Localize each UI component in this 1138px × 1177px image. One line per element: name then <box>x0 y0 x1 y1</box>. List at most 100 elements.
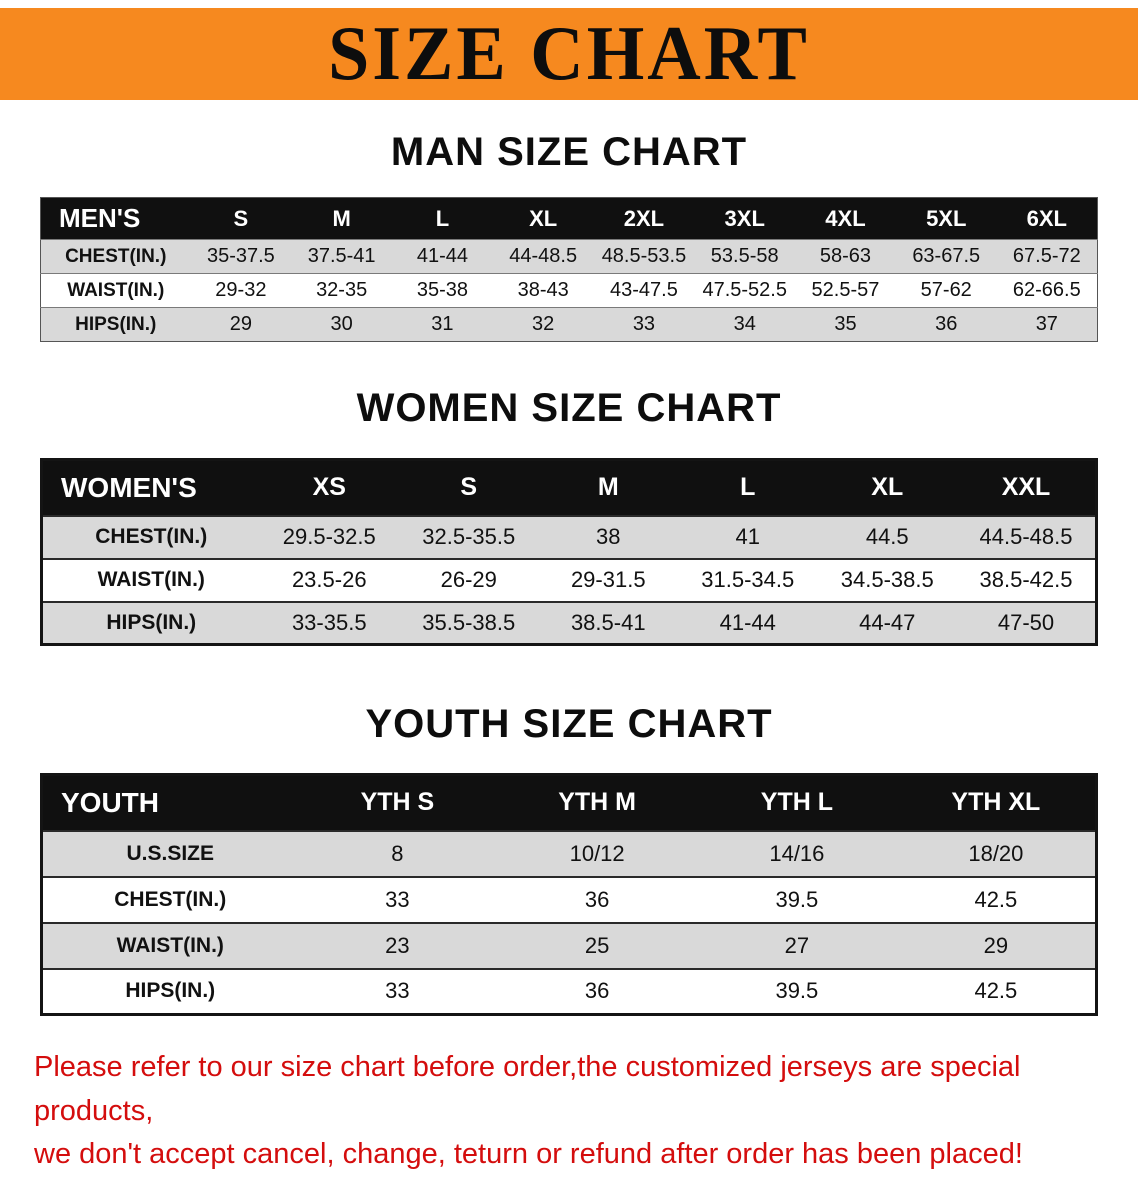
value-cell: 33-35.5 <box>259 600 399 645</box>
value-cell: 32-35 <box>291 273 393 308</box>
youth-chart-heading: YOUTH SIZE CHART <box>365 702 773 746</box>
value-cell: 32 <box>492 307 594 342</box>
size-column-header: YTH L <box>697 774 897 831</box>
table-title-cell: WOMEN'S <box>41 459 260 516</box>
table-row: WAIST(IN.) 23 25 27 29 <box>41 921 1097 969</box>
size-column-header: XS <box>259 459 399 516</box>
value-cell: 30 <box>291 307 393 342</box>
value-cell: 63-67.5 <box>895 239 997 274</box>
size-column-header: YTH XL <box>896 774 1097 831</box>
size-column-header: 6XL <box>996 197 1098 240</box>
value-cell: 14/16 <box>697 829 897 877</box>
value-cell: 33 <box>297 875 498 923</box>
value-cell: 38.5-42.5 <box>957 557 1097 602</box>
value-cell: 35.5-38.5 <box>399 600 539 645</box>
size-column-header: L <box>678 459 818 516</box>
size-column-header: XXL <box>957 459 1097 516</box>
value-cell: 42.5 <box>896 875 1097 923</box>
value-cell: 29-32 <box>190 273 292 308</box>
row-label-cell: CHEST(IN.) <box>41 875 298 923</box>
size-column-header: XL <box>492 197 594 240</box>
value-cell: 31.5-34.5 <box>678 557 818 602</box>
table-row: CHEST(IN.) 29.5-32.5 32.5-35.5 38 41 44.5 44.5… <box>41 514 1097 559</box>
table-title-cell: MEN'S <box>40 197 191 240</box>
size-column-header: S <box>399 459 539 516</box>
value-cell: 47-50 <box>957 600 1097 645</box>
value-cell: 26-29 <box>399 557 539 602</box>
row-label-cell: HIPS(IN.) <box>41 600 260 645</box>
row-label-cell: WAIST(IN.) <box>40 273 191 308</box>
disclaimer-line-2: we don't accept cancel, change, teturn o… <box>34 1138 1023 1170</box>
table-header-row: YOUTH YTH S YTH M YTH L YTH XL <box>41 774 1097 831</box>
value-cell: 18/20 <box>896 829 1097 877</box>
value-cell: 44.5-48.5 <box>957 514 1097 559</box>
size-column-header: YTH S <box>297 774 498 831</box>
value-cell: 36 <box>497 875 697 923</box>
size-column-header: 4XL <box>795 197 896 240</box>
value-cell: 44.5 <box>817 514 957 559</box>
value-cell: 38.5-41 <box>538 600 678 645</box>
value-cell: 35-38 <box>392 273 493 308</box>
value-cell: 67.5-72 <box>996 239 1098 274</box>
value-cell: 34.5-38.5 <box>817 557 957 602</box>
value-cell: 52.5-57 <box>795 273 896 308</box>
value-cell: 58-63 <box>795 239 896 274</box>
value-cell: 62-66.5 <box>996 273 1098 308</box>
table-row: CHEST(IN.) 35-37.5 37.5-41 41-44 44-48.5 48.5… <box>40 239 1098 274</box>
size-column-header: 3XL <box>694 197 796 240</box>
size-column-header: 5XL <box>895 197 997 240</box>
women-chart-heading: WOMEN SIZE CHART <box>356 386 782 430</box>
value-cell: 42.5 <box>896 967 1097 1015</box>
women-size-section: WOMEN SIZE CHART WOMEN'S XS S M L XL XXL CHEST(… <box>0 386 1138 646</box>
table-row: WAIST(IN.) 29-32 32-35 35-38 38-43 43-47.5 47.… <box>40 273 1098 308</box>
men-chart-heading: MAN SIZE CHART <box>390 130 748 174</box>
value-cell: 38 <box>538 514 678 559</box>
size-chart-banner: SIZE CHART <box>0 8 1138 100</box>
value-cell: 41 <box>678 514 818 559</box>
value-cell: 36 <box>895 307 997 342</box>
value-cell: 23 <box>297 921 498 969</box>
size-column-header: YTH M <box>497 774 697 831</box>
size-column-header: L <box>392 197 493 240</box>
size-column-header: XL <box>817 459 957 516</box>
value-cell: 57-62 <box>895 273 997 308</box>
row-label-cell: U.S.SIZE <box>41 829 298 877</box>
table-row: HIPS(IN.) 29 30 31 32 33 34 35 36 37 <box>40 307 1098 342</box>
value-cell: 23.5-26 <box>259 557 399 602</box>
value-cell: 29-31.5 <box>538 557 678 602</box>
value-cell: 36 <box>497 967 697 1015</box>
table-title-cell: YOUTH <box>41 774 298 831</box>
disclaimer-line-1: Please refer to our size chart before or… <box>34 1051 1021 1127</box>
value-cell: 10/12 <box>497 829 697 877</box>
table-header-row: MEN'S S M L XL 2XL 3XL 4XL 5XL 6XL <box>40 197 1098 240</box>
value-cell: 44-47 <box>817 600 957 645</box>
value-cell: 37.5-41 <box>291 239 393 274</box>
youth-size-section: YOUTH SIZE CHART YOUTH YTH S YTH M YTH L YTH… <box>0 702 1138 1016</box>
value-cell: 35-37.5 <box>190 239 292 274</box>
row-label-cell: CHEST(IN.) <box>40 239 191 274</box>
row-label-cell: CHEST(IN.) <box>41 514 260 559</box>
value-cell: 33 <box>593 307 695 342</box>
value-cell: 29 <box>896 921 1097 969</box>
value-cell: 32.5-35.5 <box>399 514 539 559</box>
value-cell: 39.5 <box>697 875 897 923</box>
row-label-cell: WAIST(IN.) <box>41 921 298 969</box>
value-cell: 41-44 <box>678 600 818 645</box>
value-cell: 27 <box>697 921 897 969</box>
table-row: U.S.SIZE 8 10/12 14/16 18/20 <box>41 829 1097 877</box>
size-column-header: M <box>538 459 678 516</box>
value-cell: 29.5-32.5 <box>259 514 399 559</box>
size-column-header: S <box>190 197 292 240</box>
women-size-table: WOMEN'S XS S M L XL XXL CHEST(IN.) 29.5-32.5 32.5… <box>40 458 1098 646</box>
value-cell: 48.5-53.5 <box>593 239 695 274</box>
table-header-row: WOMEN'S XS S M L XL XXL <box>41 459 1097 516</box>
value-cell: 38-43 <box>492 273 594 308</box>
value-cell: 53.5-58 <box>694 239 796 274</box>
youth-size-table: YOUTH YTH S YTH M YTH L YTH XL U.S.SIZE 8 10/12… <box>40 773 1098 1016</box>
value-cell: 29 <box>190 307 292 342</box>
row-label-cell: HIPS(IN.) <box>40 307 191 342</box>
value-cell: 33 <box>297 967 498 1015</box>
disclaimer-note: Please refer to our size chart before or… <box>0 1046 1138 1177</box>
value-cell: 8 <box>297 829 498 877</box>
value-cell: 31 <box>392 307 493 342</box>
